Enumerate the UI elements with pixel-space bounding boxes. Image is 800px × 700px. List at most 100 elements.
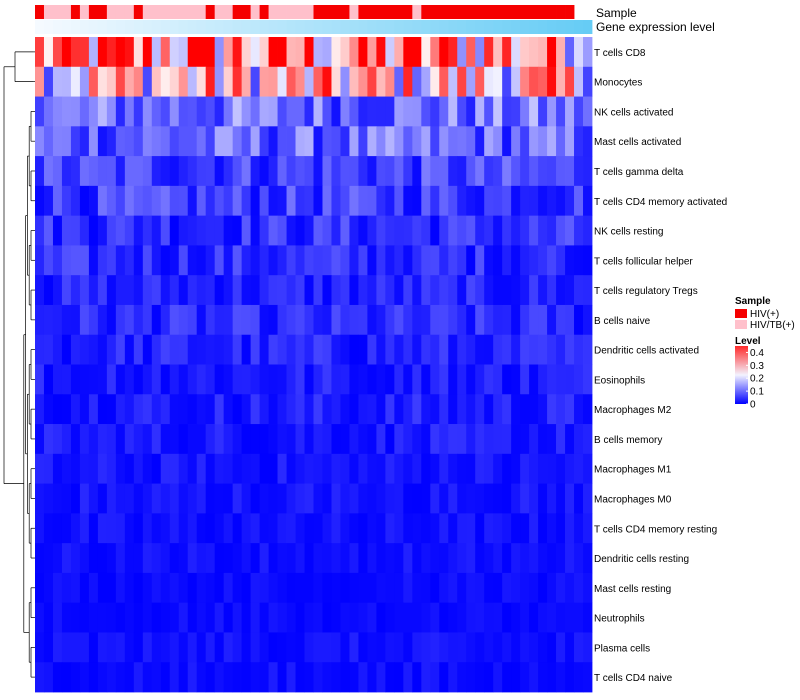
heatmap-cell — [43, 602, 54, 633]
heatmap-cell — [349, 483, 359, 514]
heatmap-cell — [169, 37, 180, 68]
heatmap-cell — [97, 394, 108, 425]
heatmap-cell — [349, 662, 359, 693]
heatmap-cell — [43, 632, 54, 663]
heatmap-cell — [61, 513, 72, 544]
heatmap-cell — [556, 543, 566, 574]
heatmap-cell — [349, 453, 359, 484]
sample-track-cell — [79, 5, 90, 19]
heatmap-cell — [556, 513, 566, 544]
heatmap-cell — [538, 453, 548, 484]
heatmap-cell — [250, 185, 260, 217]
heatmap-cell — [520, 632, 530, 663]
heatmap-cell — [187, 632, 198, 663]
heatmap-cell — [268, 662, 278, 693]
expression-track-cell — [52, 20, 63, 34]
heatmap-cell — [52, 453, 63, 484]
legend-label-hivtb: HIV/TB(+) — [750, 320, 795, 331]
heatmap-cell — [250, 156, 260, 187]
heatmap-cell — [106, 245, 117, 276]
heatmap-cell — [511, 632, 521, 663]
heatmap-cell — [79, 632, 90, 663]
heatmap-cell — [205, 215, 216, 246]
heatmap-cell — [106, 543, 117, 574]
heatmap-cell — [205, 304, 216, 336]
heatmap-cell — [295, 572, 305, 604]
heatmap-cell — [484, 334, 494, 365]
expression-track-cell — [151, 20, 162, 34]
heatmap-cell — [556, 453, 566, 484]
heatmap-cell — [313, 602, 323, 633]
heatmap-cell — [259, 543, 269, 574]
sample-track-cell — [502, 5, 512, 19]
sample-track-cell — [376, 5, 386, 19]
heatmap-cell — [178, 394, 189, 425]
heatmap-cell — [79, 453, 90, 484]
heatmap-cell — [232, 37, 243, 68]
heatmap-cell — [385, 572, 395, 604]
heatmap-cell — [493, 662, 503, 693]
heatmap-cell — [511, 602, 521, 633]
heatmap-cell — [376, 66, 386, 97]
heatmap-cell — [304, 632, 314, 663]
expression-track-cell — [250, 20, 260, 34]
heatmap-cell — [394, 185, 404, 217]
heatmap-cell — [124, 364, 135, 395]
sample-track-cell — [52, 5, 63, 19]
heatmap-cell — [214, 185, 225, 217]
heatmap-cell — [394, 632, 404, 663]
expression-track-cell — [331, 20, 341, 34]
heatmap-cell — [214, 632, 225, 663]
heatmap-cell — [286, 245, 296, 276]
heatmap-cell — [340, 632, 350, 663]
heatmap-cell — [439, 275, 449, 306]
heatmap-cell — [142, 662, 153, 693]
heatmap-cell — [475, 662, 485, 693]
heatmap-cell — [133, 543, 144, 574]
heatmap-cell — [52, 245, 63, 276]
heatmap-cell — [70, 662, 81, 693]
heatmap-cell — [394, 245, 404, 276]
heatmap-cell — [331, 126, 341, 157]
heatmap-cell — [232, 364, 243, 395]
heatmap-cell — [304, 543, 314, 574]
heatmap-cell — [160, 424, 171, 455]
heatmap-cell — [250, 662, 260, 693]
heatmap-cell — [142, 66, 153, 97]
heatmap-cell — [214, 572, 225, 604]
heatmap-cell — [241, 394, 252, 425]
heatmap-cell — [70, 275, 81, 306]
annotation-tracks — [35, 5, 593, 34]
heatmap-cell — [97, 364, 108, 395]
heatmap-cell — [250, 96, 260, 127]
heatmap-cell — [376, 126, 386, 157]
heatmap-cell — [403, 424, 413, 455]
heatmap-cell — [511, 424, 521, 455]
heatmap-cell — [286, 572, 296, 604]
heatmap-cell — [43, 334, 54, 365]
heatmap-cell — [151, 215, 162, 246]
heatmap-cell — [529, 245, 539, 276]
heatmap-cell — [457, 602, 467, 633]
heatmap-cell — [385, 364, 395, 395]
heatmap-cell — [511, 483, 521, 514]
heatmap-cell — [376, 662, 386, 693]
heatmap-cell — [547, 245, 557, 276]
sample-track-cell — [331, 5, 341, 19]
heatmap-cell — [214, 662, 225, 693]
heatmap-cell — [43, 304, 54, 336]
heatmap-cell — [529, 602, 539, 633]
heatmap-cell — [475, 364, 485, 395]
heatmap-cell — [133, 215, 144, 246]
heatmap-cell — [439, 185, 449, 217]
sample-track-cell — [268, 5, 278, 19]
heatmap-cell — [367, 37, 377, 68]
heatmap-cell — [151, 602, 162, 633]
expression-track-cell — [520, 20, 530, 34]
heatmap-cell — [556, 304, 566, 336]
heatmap-cell — [277, 424, 287, 455]
heatmap-cell — [331, 662, 341, 693]
heatmap-cell — [124, 156, 135, 187]
heatmap-cell — [151, 572, 162, 604]
heatmap-cell — [160, 245, 171, 276]
